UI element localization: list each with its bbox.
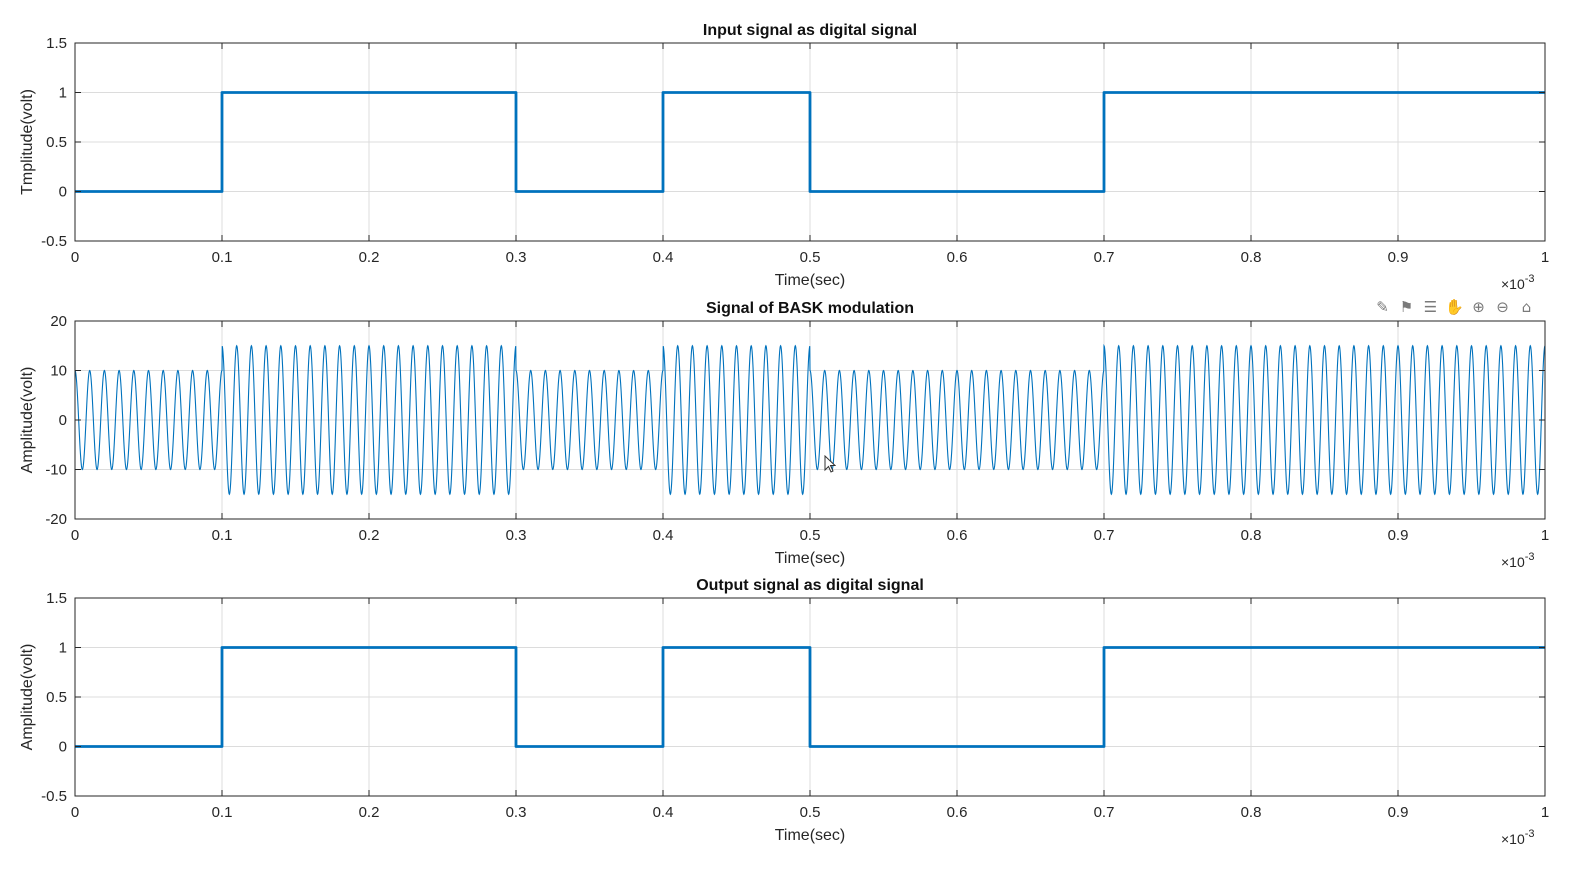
y-tick-label: 0: [59, 184, 67, 201]
y-axis-label: Tmplitude(volt): [19, 89, 36, 195]
data-tips-icon[interactable]: ⚑: [1399, 298, 1414, 316]
insert-legend-icon[interactable]: ☰: [1423, 298, 1438, 316]
x-exponent-label: ×10-3: [1501, 551, 1535, 570]
x-exponent-base: ×10: [1501, 276, 1525, 292]
chart-title: Input signal as digital signal: [703, 22, 917, 39]
pan-hand-icon[interactable]: ✋: [1445, 298, 1464, 316]
x-tick-label: 0.4: [653, 804, 674, 821]
y-tick-label: 1: [59, 640, 67, 657]
x-tick-label: 0.6: [947, 249, 968, 266]
x-tick-label: 1: [1541, 249, 1549, 266]
chart-panel-1: 0 0.1 0.2 0.3 0.4 0.5 0.6 0.7 0.8 0.9 1-0.500.511.…: [19, 22, 1549, 292]
chart-panel-2: 0 0.1 0.2 0.3 0.4 0.5 0.6 0.7 0.8 0.9 1 -20 -10 0 10 20…: [19, 300, 1549, 570]
axes-toolbar: ✎ ⚑ ☰ ✋ ⊕ ⊖ ⌂: [1372, 296, 1537, 320]
x-tick-label: 0: [71, 527, 79, 544]
x-tick-label: 1: [1541, 804, 1549, 821]
zoom-out-icon[interactable]: ⊖: [1496, 298, 1509, 316]
x-axis-label: Time(sec): [775, 550, 846, 567]
y-axis-label: Amplitude(volt): [19, 644, 36, 751]
y-tick-label: 1.5: [46, 590, 67, 607]
y-tick-label: 1: [59, 85, 67, 102]
x-axis-label: Time(sec): [775, 272, 846, 289]
x-tick-label: 0: [71, 804, 79, 821]
y-tick-label: -20: [45, 511, 67, 528]
x-tick-label: 0.7: [1094, 249, 1115, 266]
x-tick-label: 0.2: [359, 249, 380, 266]
y-tick-label: -10: [45, 462, 67, 479]
y-tick-label: 0: [59, 412, 67, 429]
x-exponent-label: ×10-3: [1501, 828, 1535, 847]
chart-panel-3: 0 0.1 0.2 0.3 0.4 0.5 0.6 0.7 0.8 0.9 1-0.500.511.…: [19, 577, 1549, 847]
digital-signal-line: [75, 646, 1545, 748]
x-tick-label: 0.4: [653, 527, 674, 544]
x-tick-label: 0.1: [212, 804, 233, 821]
y-tick-label: 1.5: [46, 35, 67, 52]
x-tick-label: 0.9: [1388, 527, 1409, 544]
x-tick-label: 0.3: [506, 527, 527, 544]
y-tick-label: -0.5: [41, 233, 67, 250]
x-tick-label: 0.8: [1241, 249, 1262, 266]
x-exponent-base: ×10: [1501, 554, 1525, 570]
digital-signal-line: [75, 91, 1545, 193]
x-tick-label: 0.1: [212, 249, 233, 266]
y-tick-label: 0.5: [46, 134, 67, 151]
y-axis-label: Amplitude(volt): [19, 367, 36, 474]
x-exponent-power: -3: [1525, 828, 1535, 840]
y-tick-label: 20: [50, 313, 67, 330]
x-tick-label: 0.1: [212, 527, 233, 544]
y-tick-label: -0.5: [41, 788, 67, 805]
mouse-cursor-icon: [824, 455, 836, 473]
home-icon[interactable]: ⌂: [1521, 298, 1532, 316]
x-tick-label: 0.6: [947, 804, 968, 821]
x-tick-label: 0.8: [1241, 527, 1262, 544]
x-tick-label: 0.5: [800, 527, 821, 544]
x-tick-label: 0.5: [800, 804, 821, 821]
y-tick-label: 0.5: [46, 689, 67, 706]
x-tick-label: 0.8: [1241, 804, 1262, 821]
x-tick-label: 0.7: [1094, 527, 1115, 544]
chart-title: Output signal as digital signal: [696, 577, 924, 594]
x-exponent-power: -3: [1525, 551, 1535, 563]
chart-title: Signal of BASK modulation: [706, 300, 914, 317]
x-tick-label: 0.9: [1388, 804, 1409, 821]
x-exponent-power: -3: [1525, 273, 1535, 285]
zoom-in-icon[interactable]: ⊕: [1472, 298, 1485, 316]
x-exponent-base: ×10: [1501, 831, 1525, 847]
x-tick-label: 0.3: [506, 804, 527, 821]
x-tick-label: 0: [71, 249, 79, 266]
x-tick-label: 0.6: [947, 527, 968, 544]
x-tick-label: 0.9: [1388, 249, 1409, 266]
x-tick-label: 0.7: [1094, 804, 1115, 821]
brush-icon[interactable]: ✎: [1376, 298, 1389, 316]
x-tick-label: 0.2: [359, 527, 380, 544]
x-exponent-label: ×10-3: [1501, 273, 1535, 292]
x-tick-label: 0.4: [653, 249, 674, 266]
x-tick-label: 0.5: [800, 249, 821, 266]
bask-signal-line: [75, 343, 1545, 496]
x-tick-label: 0.2: [359, 804, 380, 821]
x-axis-label: Time(sec): [775, 827, 846, 844]
y-tick-label: 0: [59, 739, 67, 756]
y-tick-label: 10: [50, 363, 67, 380]
x-tick-label: 1: [1541, 527, 1549, 544]
x-tick-label: 0.3: [506, 249, 527, 266]
